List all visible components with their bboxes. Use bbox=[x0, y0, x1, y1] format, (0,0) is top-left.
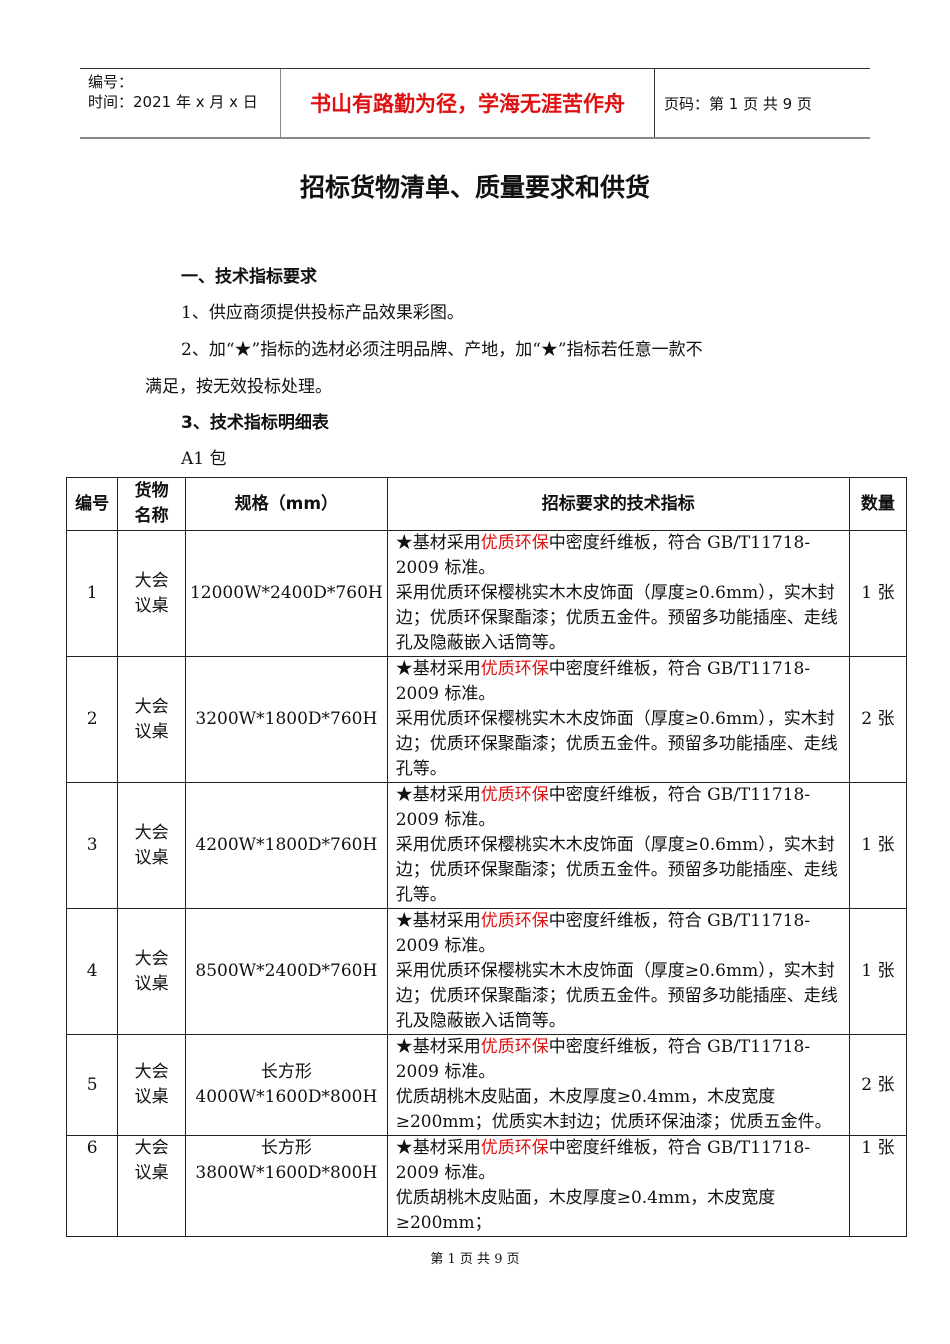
requirement-detail: 采用优质环保樱桃实木木皮饰面（厚度≥0.6mm），实木封边；优质环保聚酯漆；优质… bbox=[395, 835, 838, 905]
paragraph-2-cont: 满足，按无效投标处理。 bbox=[145, 377, 332, 397]
requirement-line-1: ★基材采用优质环保中密度纤维板，符合 GB/T11718-2009 标准。 bbox=[396, 1136, 843, 1186]
requirement-detail: 采用优质环保樱桃实木木皮饰面（厚度≥0.6mm），实木封边；优质环保聚酯漆；优质… bbox=[395, 583, 838, 653]
requirement-pre: ★基材采用 bbox=[395, 1037, 481, 1057]
requirement-red: 优质环保 bbox=[480, 659, 549, 679]
paragraph-1: 1、供应商须提供投标产品效果彩图。 bbox=[181, 303, 464, 323]
requirement-line-1: ★基材采用优质环保中密度纤维板，符合 GB/T11718-2009 标准。 bbox=[396, 783, 843, 833]
cell-name: 大会议桌 bbox=[117, 656, 186, 783]
header-meta: 编号： 时间：2021 年 x 月 x 日 bbox=[80, 69, 281, 137]
cell-no: 3 bbox=[65, 782, 119, 909]
requirement-post: 中密度纤维板，符合 GB/T11718-2009 标准。 bbox=[395, 659, 811, 704]
requirement-red: 优质环保 bbox=[480, 1037, 549, 1057]
cell-quantity: 1 张 bbox=[848, 530, 908, 657]
cell-quantity: 2 张 bbox=[848, 656, 908, 783]
table-row: 5 大会议桌 长方形 4000W*1600D*800H ★基材采用优质环保中密度纤维板… bbox=[65, 1034, 908, 1136]
cell-requirements: ★基材采用优质环保中密度纤维板，符合 GB/T11718-2009 标准。 采用优… bbox=[386, 908, 850, 1035]
requirement-post: 中密度纤维板，符合 GB/T11718-2009 标准。 bbox=[395, 911, 811, 956]
cell-no: 1 bbox=[65, 530, 119, 657]
requirement-line-1: ★基材采用优质环保中密度纤维板，符合 GB/T11718-2009 标准。 bbox=[396, 657, 843, 707]
date-label: 时间：2021 年 x 月 x 日 bbox=[88, 93, 258, 111]
requirement-detail: 采用优质环保樱桃实木木皮饰面（厚度≥0.6mm），实木封边；优质环保聚酯漆；优质… bbox=[395, 709, 838, 779]
column-header-requirements: 招标要求的技术指标 bbox=[386, 477, 850, 531]
section-heading-1: 一、技术指标要求 bbox=[181, 267, 317, 287]
requirement-red: 优质环保 bbox=[480, 533, 549, 553]
cell-no: 6 bbox=[65, 1135, 119, 1237]
table-row: 4 大会议桌 8500W*2400D*760H ★基材采用优质环保中密度纤维板，符合 … bbox=[65, 908, 908, 1035]
number-label: 编号： bbox=[88, 73, 134, 91]
requirement-detail: 优质胡桃木皮贴面，木皮厚度≥0.4mm，木皮宽度≥200mm；优质实木封边；优质… bbox=[395, 1087, 832, 1132]
page-footer: 第 1 页 共 9 页 bbox=[430, 1252, 520, 1267]
cell-requirements: ★基材采用优质环保中密度纤维板，符合 GB/T11718-2009 标准。 采用优… bbox=[386, 656, 850, 783]
requirement-pre: ★基材采用 bbox=[395, 911, 481, 931]
requirement-pre: ★基材采用 bbox=[395, 659, 481, 679]
section-heading-3: 3、技术指标明细表 bbox=[181, 413, 329, 433]
column-header-quantity: 数量 bbox=[848, 477, 908, 531]
cell-name: 大会议桌 bbox=[117, 908, 186, 1035]
cell-requirements: ★基材采用优质环保中密度纤维板，符合 GB/T11718-2009 标准。 优质胡… bbox=[386, 1034, 850, 1136]
cell-quantity: 1 张 bbox=[848, 782, 908, 909]
cell-requirements: ★基材采用优质环保中密度纤维板，符合 GB/T11718-2009 标准。 采用优… bbox=[386, 782, 850, 909]
requirement-post: 中密度纤维板，符合 GB/T11718-2009 标准。 bbox=[395, 785, 811, 830]
requirement-red: 优质环保 bbox=[480, 785, 549, 805]
header-page-info: 页码：第 1 页 共 9 页 bbox=[664, 94, 812, 113]
cell-quantity: 1 张 bbox=[848, 908, 908, 1035]
column-header-no: 编号 bbox=[65, 477, 119, 531]
requirement-post: 中密度纤维板，符合 GB/T11718-2009 标准。 bbox=[395, 533, 811, 578]
header-motto: 书山有路勤为径，学海无涯苦作舟 bbox=[281, 69, 655, 137]
requirement-line-1: ★基材采用优质环保中密度纤维板，符合 GB/T11718-2009 标准。 bbox=[396, 531, 843, 581]
cell-size: 长方形 3800W*1600D*800H bbox=[184, 1135, 388, 1237]
requirement-detail: 优质胡桃木皮贴面，木皮厚度≥0.4mm，木皮宽度≥200mm； bbox=[395, 1188, 776, 1233]
cell-size: 4200W*1800D*760H bbox=[184, 782, 388, 909]
paragraph-2: 2、加“★”指标的选材必须注明品牌、产地，加“★”指标若任意一款不 bbox=[181, 340, 703, 360]
table-header-row: 编号 货物名称 规格（mm） 招标要求的技术指标 数量 bbox=[65, 477, 908, 531]
column-header-name: 货物名称 bbox=[117, 477, 186, 531]
cell-requirements: ★基材采用优质环保中密度纤维板，符合 GB/T11718-2009 标准。 采用优… bbox=[386, 530, 850, 657]
cell-no: 5 bbox=[65, 1034, 119, 1136]
spec-table: 编号 货物名称 规格（mm） 招标要求的技术指标 数量 1 大会议桌 12000W*2400… bbox=[65, 477, 908, 1237]
requirement-post: 中密度纤维板，符合 GB/T11718-2009 标准。 bbox=[395, 1037, 811, 1082]
requirement-red: 优质环保 bbox=[480, 1138, 549, 1158]
table-row: 2 大会议桌 3200W*1800D*760H ★基材采用优质环保中密度纤维板，符合 … bbox=[65, 656, 908, 783]
page-header: 编号： 时间：2021 年 x 月 x 日 书山有路勤为径，学海无涯苦作舟 页码… bbox=[80, 68, 870, 139]
cell-size: 8500W*2400D*760H bbox=[184, 908, 388, 1035]
requirement-post: 中密度纤维板，符合 GB/T11718-2009 标准。 bbox=[395, 1138, 811, 1183]
table-row: 1 大会议桌 12000W*2400D*760H ★基材采用优质环保中密度纤维板，符合… bbox=[65, 530, 908, 657]
cell-name: 大会议桌 bbox=[117, 1135, 186, 1237]
cell-size: 12000W*2400D*760H bbox=[184, 530, 388, 657]
cell-name: 大会议桌 bbox=[117, 782, 186, 909]
document-title: 招标货物清单、质量要求和供货 bbox=[299, 173, 650, 202]
requirement-detail: 采用优质环保樱桃实木木皮饰面（厚度≥0.6mm），实木封边；优质环保聚酯漆；优质… bbox=[395, 961, 838, 1031]
package-label: A1 包 bbox=[181, 449, 227, 469]
cell-size: 3200W*1800D*760H bbox=[184, 656, 388, 783]
cell-quantity: 2 张 bbox=[848, 1034, 908, 1136]
column-header-size: 规格（mm） bbox=[184, 477, 388, 531]
requirement-red: 优质环保 bbox=[480, 911, 549, 931]
requirement-line-1: ★基材采用优质环保中密度纤维板，符合 GB/T11718-2009 标准。 bbox=[396, 1035, 843, 1085]
cell-size: 长方形 4000W*1600D*800H bbox=[184, 1034, 388, 1136]
cell-no: 2 bbox=[65, 656, 119, 783]
requirement-line-1: ★基材采用优质环保中密度纤维板，符合 GB/T11718-2009 标准。 bbox=[396, 909, 843, 959]
cell-quantity: 1 张 bbox=[848, 1135, 908, 1237]
cell-requirements: ★基材采用优质环保中密度纤维板，符合 GB/T11718-2009 标准。 优质胡… bbox=[386, 1135, 850, 1237]
table-row: 3 大会议桌 4200W*1800D*760H ★基材采用优质环保中密度纤维板，符合 … bbox=[65, 782, 908, 909]
table-row: 6 大会议桌 长方形 3800W*1600D*800H ★基材采用优质环保中密度纤维板… bbox=[65, 1135, 908, 1237]
cell-name: 大会议桌 bbox=[117, 1034, 186, 1136]
cell-no: 4 bbox=[65, 908, 119, 1035]
cell-name: 大会议桌 bbox=[117, 530, 186, 657]
requirement-pre: ★基材采用 bbox=[395, 785, 481, 805]
requirement-pre: ★基材采用 bbox=[395, 1138, 481, 1158]
requirement-pre: ★基材采用 bbox=[395, 533, 481, 553]
